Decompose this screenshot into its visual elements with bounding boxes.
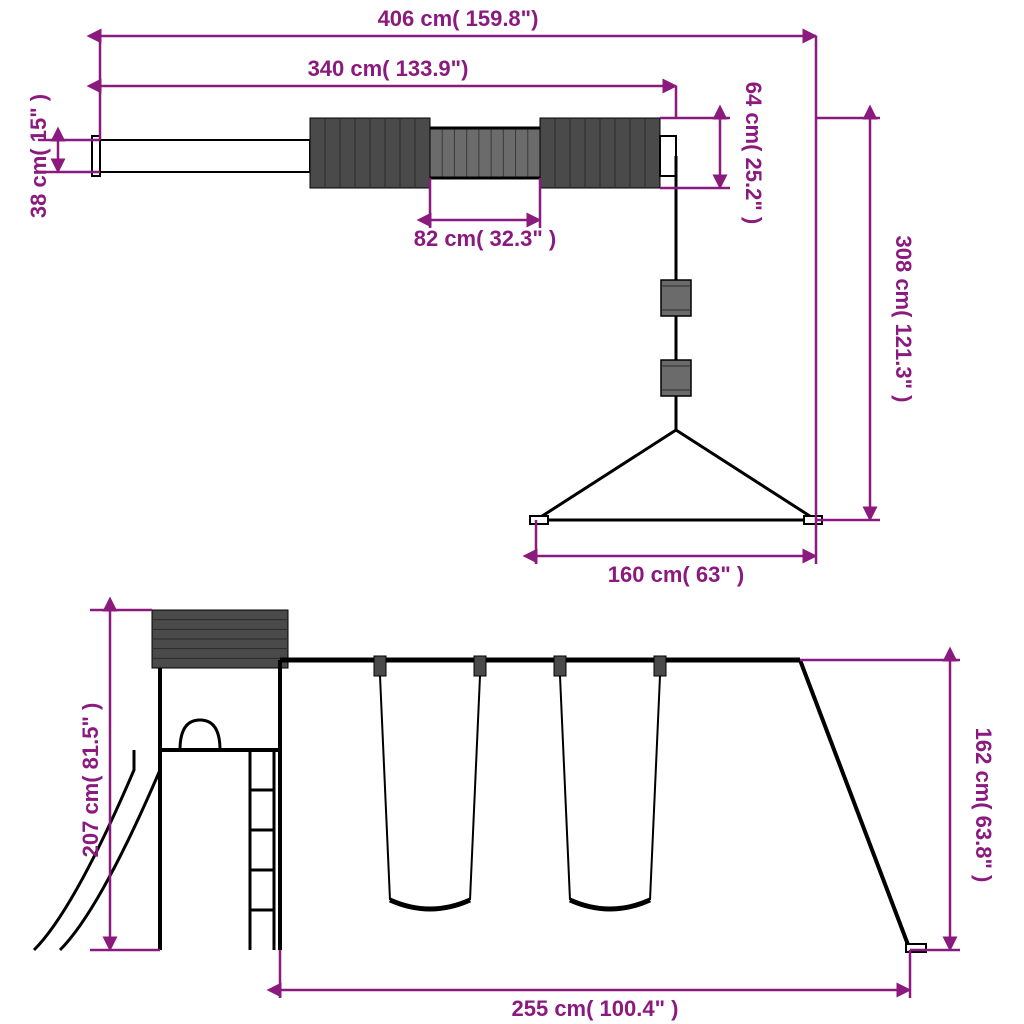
beam-clamp <box>661 280 691 316</box>
beam-cap <box>660 136 676 176</box>
slide-handle <box>180 720 220 750</box>
dimension-label: 207 cm( 81.5" ) <box>78 703 103 858</box>
slide-plank-top <box>100 140 310 172</box>
a-frame-leg-side <box>800 660 910 950</box>
dimension-label: 255 cm( 100.4" ) <box>512 996 679 1021</box>
dimension-label: 160 cm( 63" ) <box>608 562 744 587</box>
slat-module <box>540 118 660 188</box>
dimension-label: 82 cm( 32.3" ) <box>414 226 557 251</box>
dimension-label: 38 cm( 15" ) <box>26 94 51 218</box>
dimension-label: 406 cm( 159.8") <box>378 6 539 31</box>
a-frame-leg <box>676 430 816 520</box>
beam-clamp <box>661 360 691 396</box>
dimension-label: 308 cm( 121.3" ) <box>891 236 916 403</box>
a-frame-leg <box>536 430 676 520</box>
swing <box>374 656 486 909</box>
plank-endcap <box>92 136 100 176</box>
tower-roof <box>152 610 288 668</box>
dimension-label: 64 cm( 25.2" ) <box>741 82 766 225</box>
swing <box>554 656 666 909</box>
dimension-label: 340 cm( 133.9") <box>308 56 469 81</box>
slat-module <box>310 118 430 188</box>
bridge-top <box>430 128 540 178</box>
dimension-label: 162 cm( 63.8" ) <box>971 728 996 883</box>
